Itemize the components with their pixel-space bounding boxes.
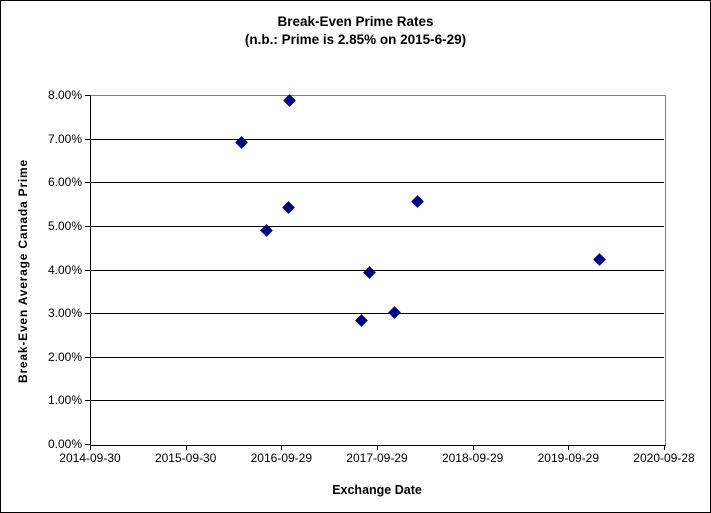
y-axis-tick [85,225,90,227]
chart-title-line2: (n.b.: Prime is 2.85% on 2015-6-29) [244,32,467,47]
y-axis-tick [85,182,90,184]
y-axis-tick [85,269,90,271]
y-tick-label: 4.00% [47,262,82,277]
y-tick-label: 8.00% [47,88,82,102]
y-axis-tick [85,356,90,358]
y-axis-tick [85,313,90,315]
y-axis-tick [85,444,90,445]
y-axis-tick [85,138,90,140]
y-tick-label: 7.00% [47,131,82,146]
x-axis-tick [377,445,378,450]
gridline [90,138,664,140]
x-axis-tick [472,445,474,450]
gridline [90,182,664,184]
y-tick-label: 6.00% [47,175,82,190]
gridline [90,356,664,358]
x-axis-tick [90,445,91,450]
x-axis-tick [281,445,283,450]
x-tick-label: 2014-09-30 [59,451,121,465]
gridline [90,225,664,227]
gridline [90,269,664,271]
x-axis-title: Exchange Date [332,483,422,497]
x-axis-tick [664,445,665,450]
y-axis-tick [85,95,90,96]
gridline [90,313,664,315]
x-axis-tick [185,445,187,450]
chart-title: Break-Even Prime Rates (n.b.: Prime is 2… [1,13,710,49]
y-tick-label: 3.00% [47,306,82,321]
x-tick-label: 2015-09-30 [154,451,217,465]
x-tick-label: 2016-09-29 [250,451,313,465]
x-tick-label: 2017-09-29 [346,451,408,465]
chart-title-line1: Break-Even Prime Rates [277,14,434,29]
y-tick-label: 0.00% [47,437,82,451]
y-tick-label: 2.00% [47,349,82,364]
y-axis-tick [85,400,90,402]
x-axis-tick [568,445,570,450]
y-tick-label: 1.00% [47,393,82,408]
gridline [90,400,664,402]
x-tick-label: 2019-09-29 [537,451,600,465]
plot-area [90,95,666,446]
y-tick-label: 5.00% [47,218,82,233]
x-tick-label: 2018-09-29 [441,451,504,465]
x-tick-label: 2020-09-28 [633,451,695,465]
